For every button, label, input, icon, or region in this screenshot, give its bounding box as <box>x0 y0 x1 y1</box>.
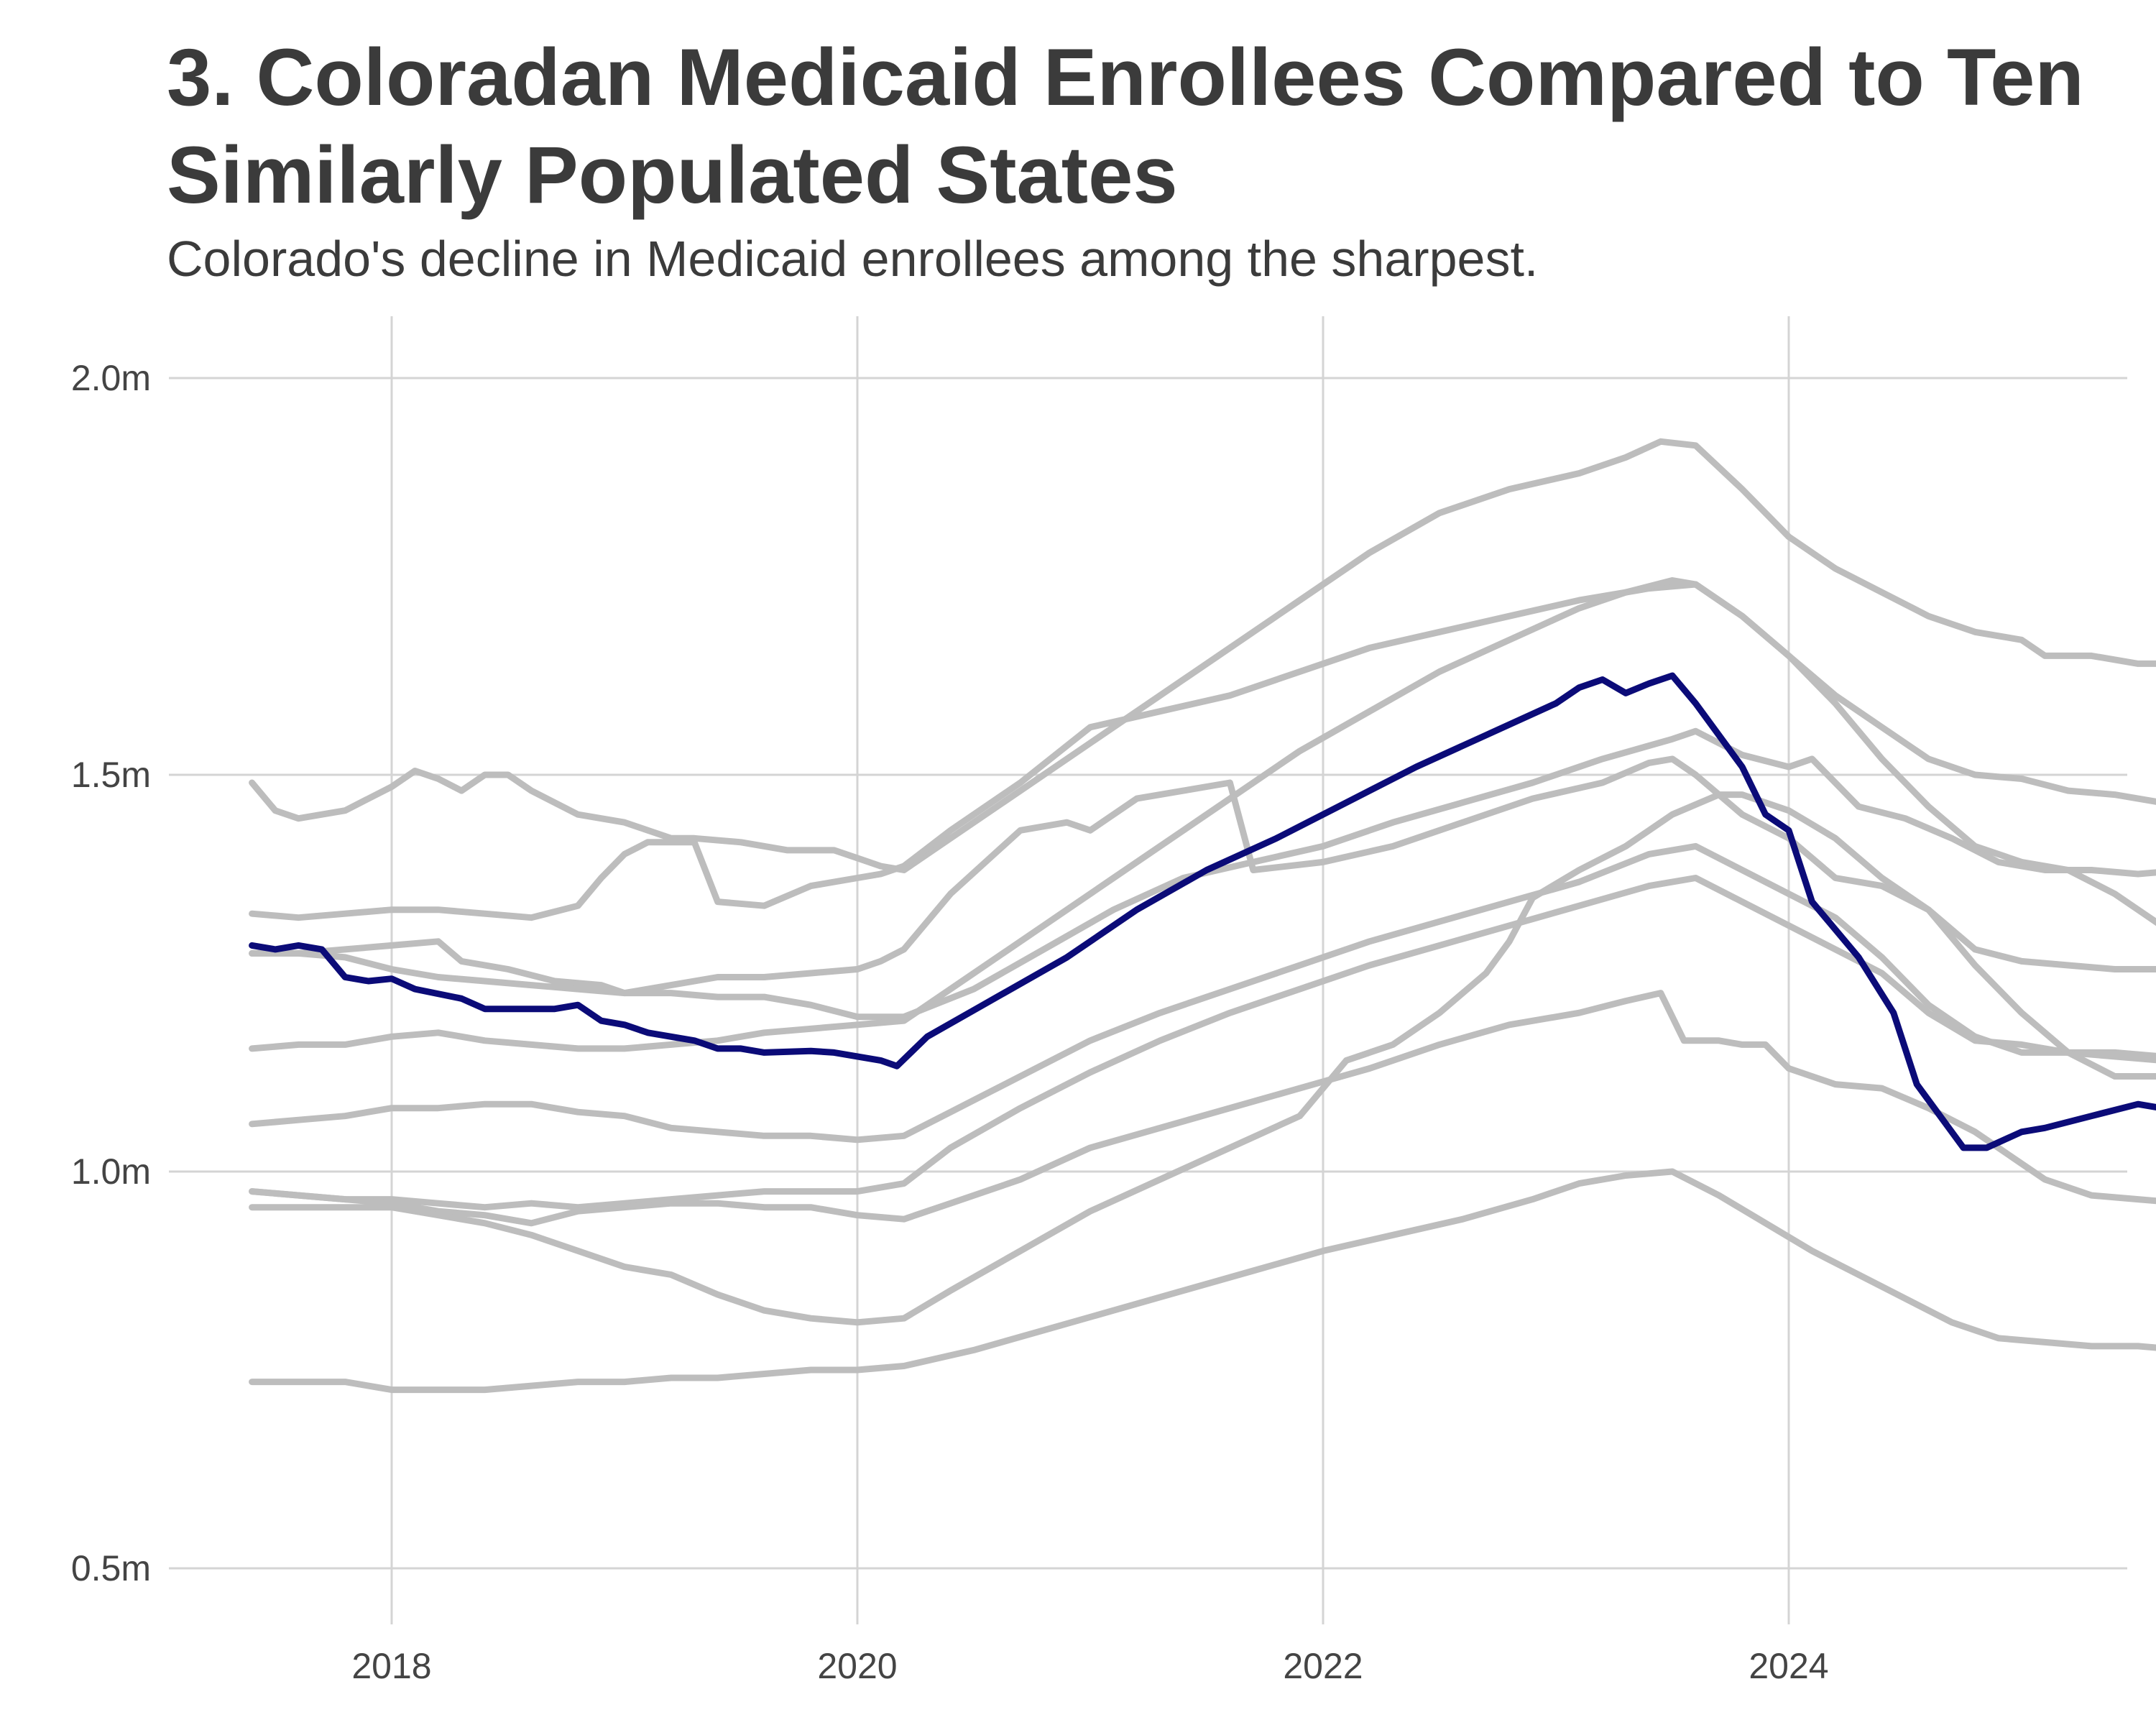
chart-subtitle: Colorado's decline in Medicaid enrollees… <box>167 231 1539 287</box>
y-tick-label: 1.0m <box>71 1151 151 1192</box>
y-tick-label: 2.0m <box>71 358 151 398</box>
x-tick-label: 2018 <box>351 1646 431 1686</box>
y-tick-label: 0.5m <box>71 1548 151 1588</box>
comparison-state-line-10 <box>249 1168 2156 1394</box>
comparison-state-line-3 <box>249 755 2156 997</box>
x-tick-label: 2020 <box>817 1646 897 1686</box>
x-tick-label: 2022 <box>1283 1646 1363 1686</box>
comparison-state-line-1 <box>249 438 2156 873</box>
comparison-state-line-8 <box>249 990 2156 1227</box>
x-axis-labels: 2018 2020 2022 2024 <box>351 1646 1828 1686</box>
comparison-state-line-6 <box>249 842 2156 1144</box>
comparison-state-line-2 <box>249 581 2156 921</box>
comparison-state-line-5 <box>249 577 2156 1052</box>
y-axis-labels: 0.5m 1.0m 1.5m 2.0m <box>71 358 151 1588</box>
comparison-series <box>249 438 2156 1394</box>
comparison-state-line-9 <box>249 791 2156 1326</box>
highlight-series <box>249 672 2156 1151</box>
y-tick-label: 1.5m <box>71 755 151 795</box>
chart-title: 3. Coloradan Medicaid Enrollees Compared… <box>167 32 2084 220</box>
x-tick-label: 2024 <box>1749 1646 1828 1686</box>
comparison-state-line-4 <box>249 727 2156 1021</box>
comparison-state-line-7 <box>249 875 2156 1211</box>
colorado-line <box>249 672 2156 1151</box>
grid <box>169 316 2127 1624</box>
